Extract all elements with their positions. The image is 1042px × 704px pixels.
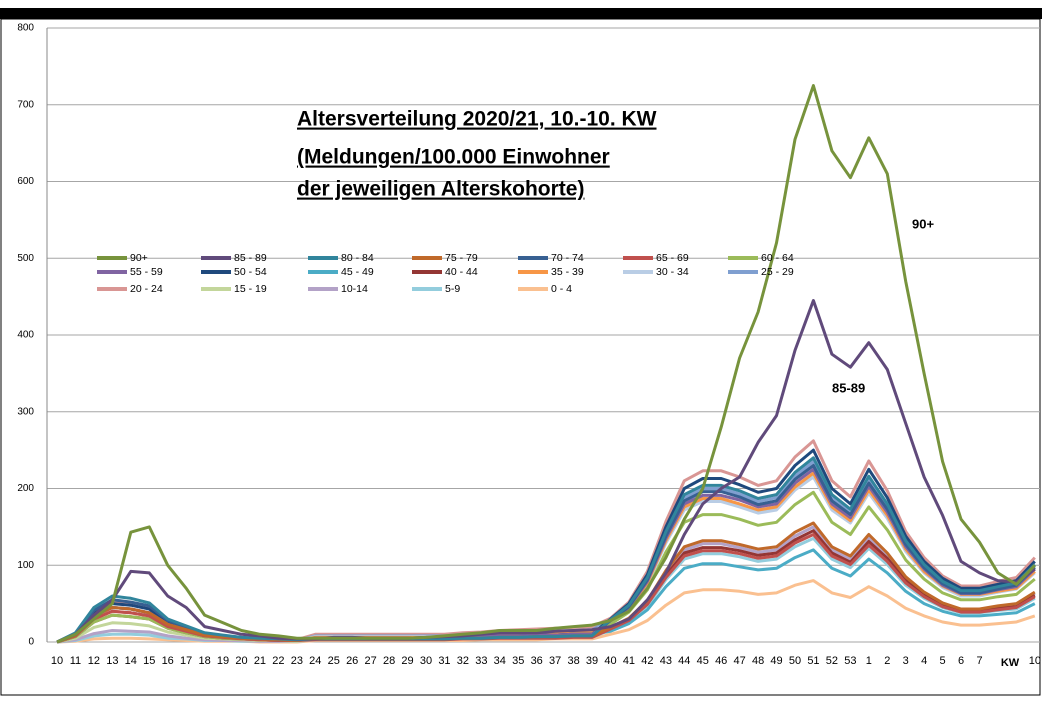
x-tick-label: 41	[623, 655, 635, 667]
x-axis-label: KW	[1001, 657, 1020, 669]
legend-label: 85 - 89	[234, 252, 267, 264]
x-tick-label: 19	[217, 655, 229, 667]
y-tick-label: 100	[17, 560, 34, 571]
legend-label: 30 - 34	[656, 266, 689, 278]
legend-label: 0 - 4	[551, 283, 572, 295]
x-tick-label: 49	[770, 655, 782, 667]
x-tick-label: 45	[697, 655, 709, 667]
x-tick-label: 29	[401, 655, 413, 667]
chart-title: Altersverteilung 2020/21, 10.-10. KW	[297, 108, 657, 131]
x-tick-label: 26	[346, 655, 358, 667]
y-tick-label: 300	[17, 406, 34, 417]
x-tick-label: 30	[420, 655, 432, 667]
x-tick-label: 28	[383, 655, 395, 667]
x-tick-label: 47	[734, 655, 746, 667]
x-tick-label: 1	[866, 655, 872, 667]
x-tick-label: 24	[309, 655, 321, 667]
x-tick-label: 22	[272, 655, 284, 667]
x-tick-label: 23	[291, 655, 303, 667]
top-bar	[0, 8, 1042, 19]
x-tick-label: 21	[254, 655, 266, 667]
x-tick-label: 34	[494, 655, 506, 667]
x-tick-label: 33	[475, 655, 487, 667]
frame	[0, 18, 1041, 696]
x-tick-label: 12	[88, 655, 100, 667]
chart-title: der jeweiligen Alterskohorte)	[297, 178, 584, 201]
legend-label: 40 - 44	[445, 266, 478, 278]
x-tick-label: 51	[807, 655, 819, 667]
x-tick-label: 14	[125, 655, 137, 667]
x-tick-label: 50	[789, 655, 801, 667]
x-tick-label: 42	[641, 655, 653, 667]
x-tick-label: 20	[235, 655, 247, 667]
x-tick-label: 39	[586, 655, 598, 667]
y-tick-label: 200	[17, 483, 34, 494]
x-tick-label: 32	[457, 655, 469, 667]
legend-label: 25 - 29	[761, 266, 794, 278]
chart-title: (Meldungen/100.000 Einwohner	[297, 146, 610, 169]
y-tick-label: 400	[17, 330, 34, 341]
legend-label: 75 - 79	[445, 252, 478, 264]
x-tick-label: 11	[70, 655, 81, 667]
x-tick-label: 36	[531, 655, 543, 667]
legend-label: 65 - 69	[656, 252, 689, 264]
legend-label: 90+	[130, 252, 148, 264]
legend-label: 5-9	[445, 283, 460, 295]
legend-label: 50 - 54	[234, 266, 267, 278]
series-line	[56, 299, 1036, 644]
legend-label: 35 - 39	[551, 266, 584, 278]
y-tick-label: 500	[17, 253, 34, 264]
legend-label: 55 - 59	[130, 266, 163, 278]
x-tick-label: 35	[512, 655, 524, 667]
y-tick-label: 0	[28, 637, 34, 648]
x-tick-label: 43	[660, 655, 672, 667]
x-tick-label: 52	[826, 655, 838, 667]
y-tick-label: 600	[17, 176, 34, 187]
legend-label: 45 - 49	[341, 266, 374, 278]
y-tick-label: 800	[17, 23, 34, 34]
legend-label: 20 - 24	[130, 283, 163, 295]
x-tick-label: 10	[51, 655, 63, 667]
legend-label: 15 - 19	[234, 283, 267, 295]
x-tick-label: 27	[365, 655, 377, 667]
x-tick-label: 17	[180, 655, 192, 667]
x-tick-label: 40	[604, 655, 616, 667]
x-tick-label: 46	[715, 655, 727, 667]
x-tick-label: 37	[549, 655, 561, 667]
x-tick-label: 2	[884, 655, 890, 667]
x-tick-label: 44	[678, 655, 690, 667]
lines	[56, 84, 1036, 644]
x-tick-label: 16	[162, 655, 174, 667]
x-tick-label: 25	[328, 655, 340, 667]
x-tick-label: 48	[752, 655, 764, 667]
x-tick-label: 4	[921, 655, 927, 667]
x-tick-label: 7	[976, 655, 982, 667]
x-tick-label: 31	[438, 655, 450, 667]
annotation: 90+	[912, 216, 934, 231]
x-tick-label: 18	[198, 655, 210, 667]
series-line	[56, 456, 1036, 644]
legend-label: 80 - 84	[341, 252, 374, 264]
x-tick-label: 15	[143, 655, 155, 667]
x-tick-label: 6	[958, 655, 964, 667]
x-tick-label: 53	[844, 655, 856, 667]
x-tick-label: 38	[567, 655, 579, 667]
x-tick-label: 10	[1029, 655, 1041, 667]
legend-label: 70 - 74	[551, 252, 584, 264]
legend-label: 60 - 64	[761, 252, 794, 264]
x-tick-label: 5	[940, 655, 946, 667]
legend-label: 10-14	[341, 283, 368, 295]
x-tick-label: 3	[903, 655, 909, 667]
x-tick-label: 13	[106, 655, 118, 667]
annotation: 85-89	[832, 380, 865, 395]
y-tick-label: 700	[17, 99, 34, 110]
series-line	[56, 84, 1036, 644]
